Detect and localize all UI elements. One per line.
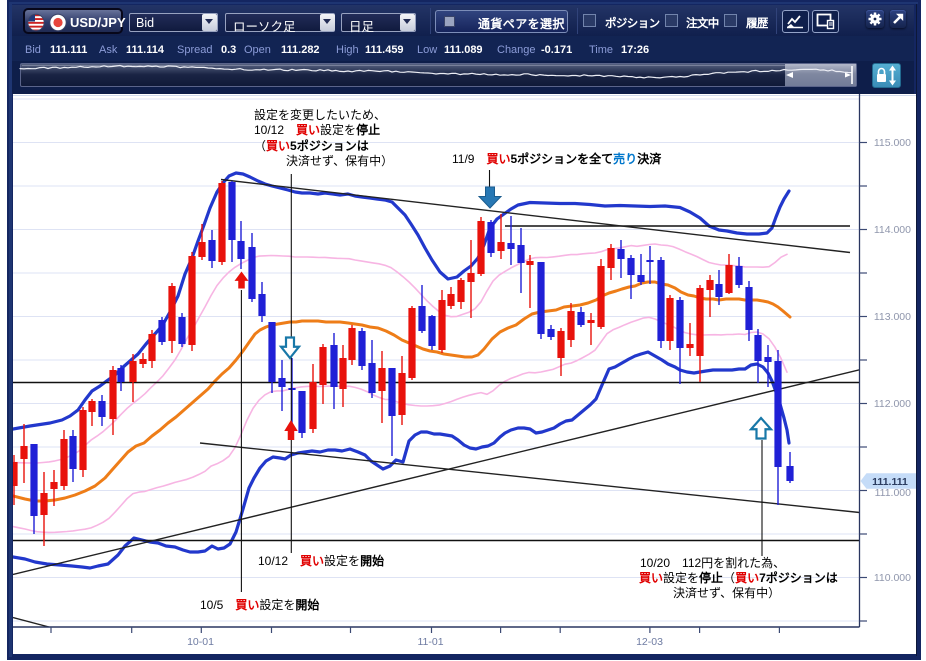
svg-text:12-03: 12-03 — [636, 636, 663, 648]
svg-text:111.000: 111.000 — [875, 487, 912, 499]
svg-text:111.111: 111.111 — [872, 476, 908, 488]
svg-text:114.000: 114.000 — [874, 224, 911, 236]
svg-text:10-01: 10-01 — [187, 636, 214, 648]
svg-text:112.000: 112.000 — [874, 398, 911, 410]
svg-text:110.000: 110.000 — [874, 572, 911, 584]
svg-text:11-01: 11-01 — [417, 636, 443, 648]
svg-text:113.000: 113.000 — [874, 311, 911, 323]
svg-text:115.000: 115.000 — [874, 137, 911, 149]
